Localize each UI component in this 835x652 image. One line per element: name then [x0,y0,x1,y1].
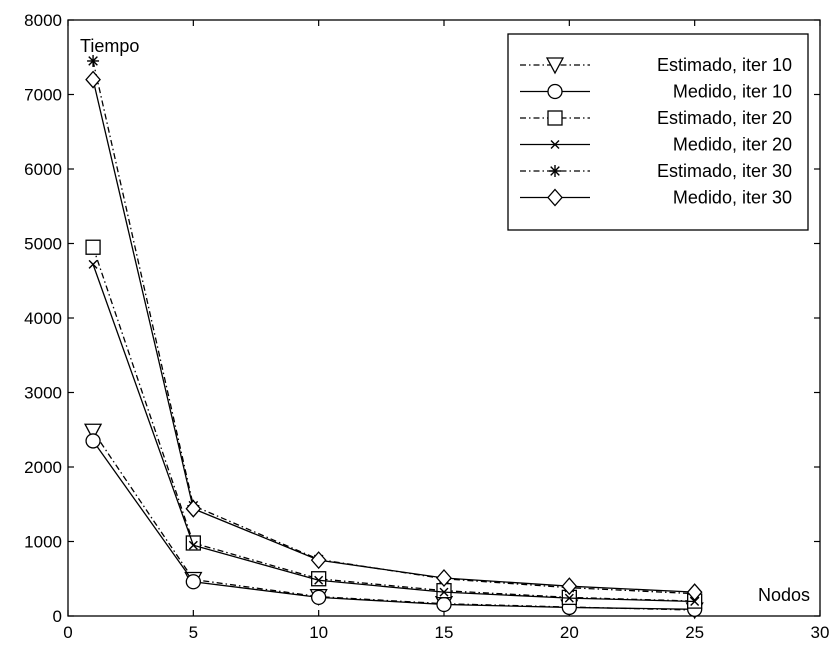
y-tick-label: 4000 [24,309,62,328]
data-point [690,596,700,606]
series-line [92,264,695,603]
series [88,259,700,606]
data-point [549,165,561,177]
legend-item: Medido, iter 20 [520,135,792,155]
y-tick-label: 6000 [24,160,62,179]
y-tick-label: 8000 [24,11,62,30]
data-point [188,540,198,550]
data-point [85,70,101,89]
data-point [87,54,100,67]
data-point [547,110,563,126]
legend-item: Estimado, iter 10 [520,55,792,75]
y-tick-label: 2000 [24,458,62,477]
data-point [436,569,452,587]
data-point [547,83,563,100]
legend-label: Medido, iter 30 [673,188,792,208]
y-tick-label: 7000 [24,86,62,105]
legend: Estimado, iter 10 Medido, iter 10 Estimado… [507,33,809,231]
data-point [547,188,563,207]
data-point [436,596,452,613]
marker-stroke [564,593,574,603]
series-line [92,440,695,610]
x-tick-label: 0 [63,623,72,642]
series-lines [83,54,704,620]
legend-label: Medido, iter 20 [673,135,792,155]
axes: 0 5 10 15 20 25 30 0 1000 2000 3000 4000 5000 6000 700… [24,11,829,642]
series-line [92,247,695,602]
x-tick-label: 5 [189,623,198,642]
y-tick-label: 0 [53,607,62,626]
legend-label: Estimado, iter 30 [657,161,792,181]
marker-stroke [550,140,560,149]
data-point [85,239,101,255]
legend-item: Medido, iter 30 [520,188,792,208]
data-point [185,499,202,518]
data-point [564,593,574,603]
x-tick-label: 15 [435,623,454,642]
data-point [439,587,449,597]
data-point [311,589,327,606]
y-tick-label: 3000 [24,384,62,403]
marker-stroke [550,166,560,176]
marker-stroke [88,259,98,269]
y-tick-label: 1000 [24,533,62,552]
marker-stroke [439,587,449,597]
series-line [92,79,695,593]
data-point [88,259,98,269]
data-point [686,583,703,602]
x-tick-label: 30 [811,623,830,642]
legend-label: Medido, iter 10 [673,82,792,102]
data-point [85,433,101,449]
data-point [561,577,578,596]
legend-label: Estimado, iter 10 [657,55,792,75]
marker-stroke [314,575,324,585]
data-point [185,535,201,551]
marker-stroke [188,540,198,550]
y-axis-title: Tiempo [80,36,139,56]
series-line [92,60,695,595]
x-tick-label: 10 [309,623,328,642]
series [85,70,703,602]
legend-item: Medido, iter 10 [520,82,792,102]
x-tick-label: 25 [685,623,704,642]
data-point [185,574,201,590]
data-point [550,140,560,149]
legend-item: Estimado, iter 30 [520,161,792,181]
x-axis-title: Nodos [758,585,810,605]
marker-stroke [690,596,700,606]
legend-item: Estimado, iter 20 [520,108,792,128]
data-point [83,423,103,441]
marker-stroke [88,56,98,66]
x-tick-label: 20 [560,623,579,642]
data-point [310,551,327,570]
data-point [314,575,324,585]
data-point [545,57,565,75]
y-tick-label: 5000 [24,235,62,254]
legend-label: Estimado, iter 20 [657,108,792,128]
